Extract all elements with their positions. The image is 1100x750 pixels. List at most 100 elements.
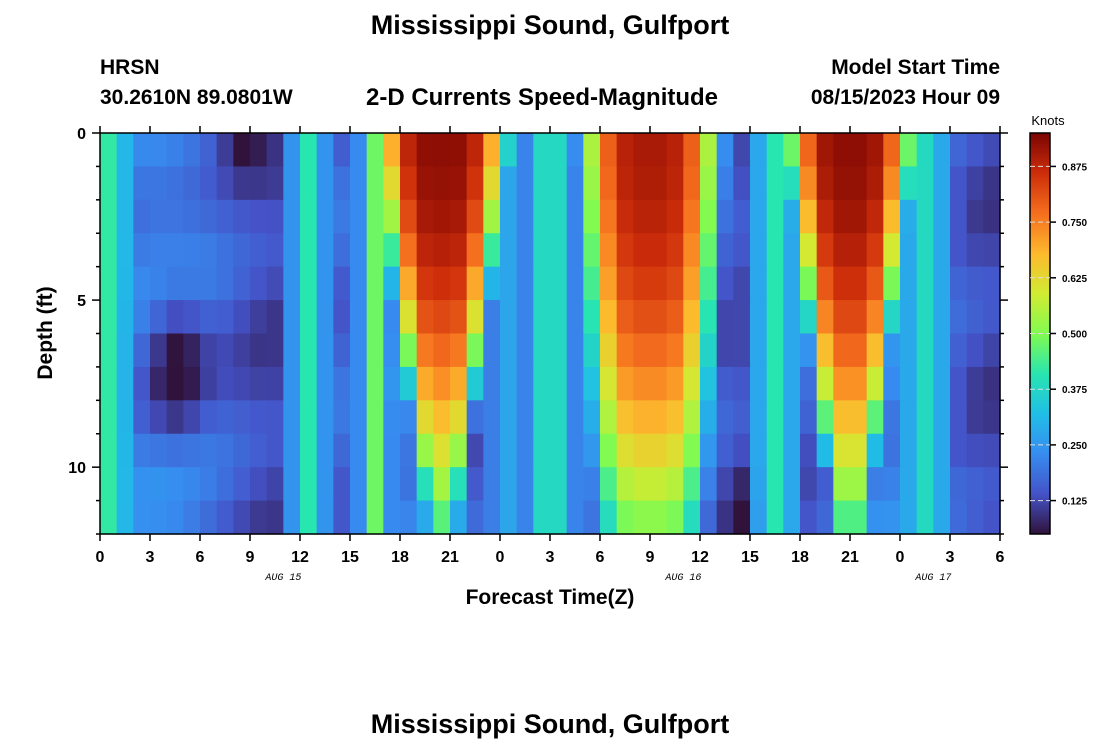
heatmap-cell xyxy=(783,300,801,335)
heatmap-cell xyxy=(733,233,751,268)
heatmap-cell xyxy=(350,467,368,502)
heatmap-cell xyxy=(733,467,751,502)
heatmap-cell xyxy=(966,233,984,268)
heatmap-cell xyxy=(916,133,934,168)
heatmap-cell xyxy=(566,467,584,502)
heatmap-cell xyxy=(533,366,551,401)
heatmap-cell xyxy=(533,133,551,168)
heatmap-cell xyxy=(233,433,251,468)
heatmap-cell xyxy=(866,366,884,401)
heatmap-cell xyxy=(233,400,251,435)
heatmap-cell xyxy=(766,266,784,301)
heatmap-cell xyxy=(450,300,468,335)
heatmap-cell xyxy=(450,400,468,435)
heatmap-cell xyxy=(433,366,451,401)
heatmap-cell xyxy=(700,433,718,468)
heatmap-cell xyxy=(750,233,768,268)
heatmap-cell xyxy=(600,199,618,234)
y-tick-label: 5 xyxy=(77,293,86,310)
heatmap-cell xyxy=(416,133,434,168)
heatmap-cell xyxy=(483,366,501,401)
heatmap-cell xyxy=(216,433,234,468)
heatmap-cell xyxy=(433,199,451,234)
heatmap-cell xyxy=(533,467,551,502)
heatmap-cell xyxy=(616,133,634,168)
heatmap-cell xyxy=(800,333,818,368)
heatmap-cell xyxy=(566,233,584,268)
heatmap-cell xyxy=(166,467,184,502)
heatmap-cell xyxy=(366,333,384,368)
heatmap-cell xyxy=(150,500,168,535)
heatmap-cell xyxy=(950,500,968,535)
heatmap-cell xyxy=(316,500,334,535)
heatmap-cell xyxy=(933,133,951,168)
heatmap-cell xyxy=(416,300,434,335)
heatmap-cell xyxy=(416,467,434,502)
heatmap-cell xyxy=(366,199,384,234)
heatmap-cell xyxy=(233,199,251,234)
heatmap-cell xyxy=(683,133,701,168)
x-tick-label: 15 xyxy=(741,549,759,566)
heatmap-cell xyxy=(883,266,901,301)
heatmap-cell xyxy=(883,233,901,268)
heatmap-cell xyxy=(250,433,268,468)
heatmap-cell xyxy=(300,400,318,435)
heatmap-cell xyxy=(483,433,501,468)
heatmap-cell xyxy=(266,366,284,401)
heatmap-cell xyxy=(916,400,934,435)
heatmap-cell xyxy=(183,467,201,502)
heatmap-cell xyxy=(150,266,168,301)
heatmap-cell xyxy=(416,233,434,268)
heatmap-cell xyxy=(633,467,651,502)
heatmap-cell xyxy=(183,400,201,435)
heatmap-cell xyxy=(950,133,968,168)
heatmap-cell xyxy=(866,266,884,301)
heatmap-cell xyxy=(883,366,901,401)
heatmap-cell xyxy=(416,366,434,401)
heatmap-cell xyxy=(900,400,918,435)
heatmap-cell xyxy=(883,199,901,234)
heatmap-cell xyxy=(700,400,718,435)
heatmap-cell xyxy=(283,233,301,268)
heatmap-cell xyxy=(183,133,201,168)
model-start-label: Model Start Time xyxy=(831,56,1000,79)
heatmap-cell xyxy=(950,333,968,368)
heatmap-cell xyxy=(366,467,384,502)
heatmap-cell xyxy=(133,467,151,502)
heatmap-cell xyxy=(200,500,218,535)
heatmap-cell xyxy=(266,333,284,368)
heatmap-cell xyxy=(466,500,484,535)
heatmap-cell xyxy=(516,133,534,168)
heatmap-cell xyxy=(483,233,501,268)
heatmap-cell xyxy=(866,133,884,168)
heatmap-cell xyxy=(866,233,884,268)
heatmap-cell xyxy=(950,266,968,301)
heatmap-cell xyxy=(866,300,884,335)
heatmap-cell xyxy=(916,366,934,401)
heatmap-cell xyxy=(600,366,618,401)
heatmap-cell xyxy=(433,333,451,368)
heatmap-cell xyxy=(650,433,668,468)
heatmap-cell xyxy=(133,400,151,435)
heatmap-cell xyxy=(233,166,251,201)
heatmap-cell xyxy=(550,467,568,502)
heatmap-cell xyxy=(466,233,484,268)
heatmap-cell xyxy=(633,333,651,368)
heatmap-cell xyxy=(200,366,218,401)
heatmap-cell xyxy=(450,166,468,201)
heatmap-cell xyxy=(300,300,318,335)
heatmap-cell xyxy=(683,467,701,502)
heatmap-cell xyxy=(400,433,418,468)
heatmap-cell xyxy=(966,366,984,401)
heatmap-cell xyxy=(216,233,234,268)
heatmap-cell xyxy=(616,433,634,468)
heatmap-cell xyxy=(833,467,851,502)
colorbar-label: Knots xyxy=(1031,113,1065,128)
heatmap-cell xyxy=(833,300,851,335)
heatmap-cell xyxy=(933,333,951,368)
heatmap-cell xyxy=(250,467,268,502)
heatmap-cell xyxy=(233,133,251,168)
heatmap-cell xyxy=(666,333,684,368)
heatmap-cell xyxy=(166,400,184,435)
heatmap-cell xyxy=(633,433,651,468)
